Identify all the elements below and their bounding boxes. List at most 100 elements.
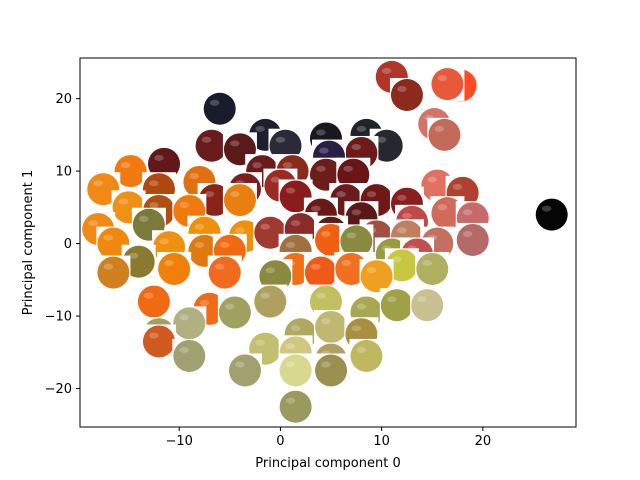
fruit-thumbnail-point (278, 353, 313, 388)
fruit-highlight (189, 172, 200, 180)
fruit-thumbnail-point (96, 226, 131, 261)
fruit-image (198, 184, 231, 217)
fruit-highlight (265, 267, 276, 274)
fruit-thumbnail-point (410, 288, 445, 323)
fruit-highlight (366, 267, 377, 274)
fruit-image (279, 354, 312, 387)
fruit-image (195, 129, 228, 162)
fruit-image (411, 289, 444, 322)
fruit-image (315, 354, 348, 387)
fruit-highlight (351, 209, 362, 216)
fruit-highlight (285, 361, 296, 368)
fruit-thumbnail-point (415, 251, 450, 286)
x-tick-label: 0 (276, 434, 284, 449)
fruit-thumbnail-point (207, 255, 242, 290)
fruit-image (158, 252, 191, 285)
fruit-image (259, 260, 292, 293)
fruit-highlight (366, 191, 377, 198)
x-axis-label: Principal component 0 (255, 456, 400, 471)
y-tick-label: −20 (45, 382, 72, 397)
fruit-image (218, 296, 251, 329)
fruit-thumbnail-point (303, 255, 338, 290)
fruit-image (254, 285, 287, 318)
fruit-highlight (260, 292, 270, 299)
fruit-highlight (343, 165, 353, 172)
fruit-thumbnail-point (253, 284, 288, 319)
fruit-highlight (462, 230, 473, 238)
fruit-highlight (541, 205, 552, 212)
fruit-image (337, 158, 370, 191)
fruit-highlight (225, 303, 235, 310)
fruit-highlight (356, 125, 367, 132)
fruit-image (208, 256, 241, 289)
fruit-highlight (179, 346, 189, 354)
fruit-image (309, 158, 342, 191)
fruit-highlight (199, 299, 210, 306)
fruit-image (269, 129, 302, 162)
fruit-highlight (427, 176, 437, 183)
fruit-highlight (255, 125, 265, 132)
fruit-highlight (290, 325, 301, 332)
fruit-highlight (154, 154, 164, 161)
fruit-highlight (194, 223, 205, 230)
fruit-image (97, 256, 130, 289)
fruit-highlight (118, 198, 129, 205)
y-tick-label: −10 (45, 310, 72, 325)
fruit-image (97, 227, 130, 260)
fruit-image (431, 68, 464, 101)
y-tick-label: 10 (55, 165, 72, 180)
fruit-image (173, 339, 206, 372)
y-tick-label: 0 (64, 237, 72, 252)
fruit-highlight (341, 259, 351, 267)
fruit-image (535, 198, 568, 231)
fruit-highlight (179, 314, 189, 321)
fruit-highlight (270, 176, 281, 183)
fruit-image (148, 147, 181, 180)
fruit-highlight (462, 209, 473, 216)
fruit-highlight (260, 223, 270, 230)
fruit-highlight (204, 191, 215, 198)
fruit-highlight (219, 241, 230, 248)
fruit-highlight (209, 99, 220, 106)
fruit-thumbnail-point (194, 128, 229, 163)
fruit-thumbnail-point (202, 91, 237, 126)
fruit-highlight (194, 241, 205, 248)
fruit-image (315, 223, 348, 256)
fruit-image (173, 307, 206, 340)
fruit-thumbnail-point (455, 222, 490, 257)
y-tick-label: 20 (55, 92, 72, 107)
fruit-image (279, 180, 312, 213)
fruit-highlight (138, 215, 149, 222)
fruit-highlight (319, 147, 329, 154)
fruit-highlight (149, 180, 159, 187)
fruit-image (87, 173, 120, 206)
fruit-highlight (144, 292, 154, 299)
fruit-thumbnail-point (141, 324, 176, 359)
fruit-thumbnail-point (369, 128, 404, 163)
fruit-highlight (321, 230, 331, 238)
fruit-highlight (214, 263, 225, 270)
fruit-image (360, 260, 393, 293)
fruit-highlight (285, 187, 296, 194)
fruit-image (309, 285, 342, 318)
fruit-highlight (321, 317, 331, 325)
fruit-highlight (311, 263, 321, 270)
fruit-highlight (437, 75, 448, 82)
fruit-highlight (356, 346, 367, 354)
y-axis-label: Principal component 1 (21, 170, 36, 315)
fruit-thumbnail-point (427, 117, 462, 152)
fruit-highlight (252, 162, 262, 169)
fruit-image (385, 249, 418, 282)
fruit-highlight (282, 162, 293, 169)
fruit-image (223, 184, 256, 217)
fruit-thumbnail-point (172, 306, 207, 341)
fruit-image (428, 118, 461, 151)
fruit-image (335, 252, 368, 285)
fruit-highlight (275, 136, 286, 143)
fruit-image (340, 225, 373, 258)
fruit-image (137, 285, 170, 318)
fruit-highlight (285, 397, 296, 404)
fruit-highlight (235, 361, 245, 368)
fruit-highlight (88, 220, 98, 227)
fruit-highlight (149, 332, 159, 339)
